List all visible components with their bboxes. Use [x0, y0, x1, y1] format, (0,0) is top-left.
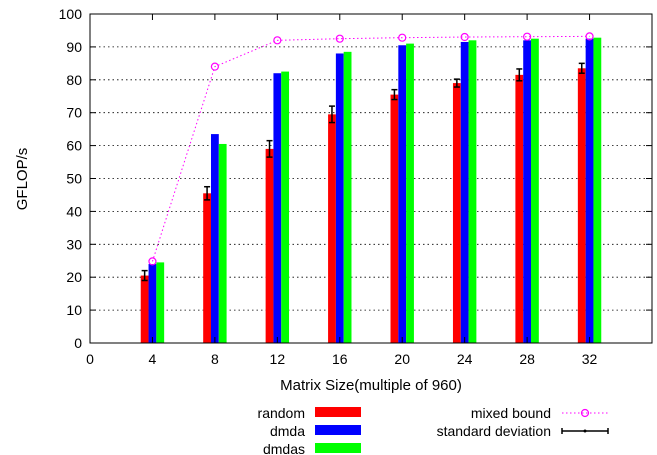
legend-label-random: random: [258, 405, 305, 421]
x-axis-label: Matrix Size(multiple of 960): [280, 377, 462, 394]
xtick-label-12: 12: [270, 351, 286, 367]
ytick-label-30: 30: [66, 236, 82, 252]
legend-swatch-dmda: [315, 425, 361, 435]
xtick-label-32: 32: [582, 351, 598, 367]
grid: [90, 46, 652, 311]
bar-dmda-20: [398, 45, 407, 343]
bar-dmda-28: [523, 40, 532, 343]
bar-random-16: [328, 114, 336, 343]
bar-random-4: [140, 275, 149, 343]
xtick-label-0: 0: [86, 351, 94, 367]
bar-dmdas-20: [406, 43, 414, 344]
ytick-label-0: 0: [74, 335, 82, 351]
bar-dmda-32: [585, 38, 594, 344]
bar-random-8: [203, 193, 211, 343]
bar-dmda-4: [148, 264, 157, 343]
ytick-label-80: 80: [66, 72, 82, 88]
xtick-label-16: 16: [332, 351, 348, 367]
ytick-label-100: 100: [59, 6, 83, 22]
ytick-label-60: 60: [66, 138, 82, 154]
mixed-bound-line: [148, 32, 594, 266]
mixed-bound-point-28: [523, 32, 532, 41]
bar-random-20: [390, 94, 399, 343]
ytick-label-70: 70: [66, 105, 82, 121]
legend-dot-standard-deviation: [583, 429, 587, 433]
mixed-bound-point-24: [460, 32, 469, 42]
bar-random-32: [577, 68, 586, 343]
ytick-label-20: 20: [66, 269, 82, 285]
bar-dmdas-12: [281, 71, 290, 343]
bar-dmdas-16: [343, 51, 352, 344]
bar-dmdas-24: [468, 40, 477, 343]
bar-random-28: [515, 74, 524, 344]
mixed-bound-point-20: [398, 33, 407, 42]
legend-label-dmdas: dmdas: [263, 441, 305, 455]
legend: random dmda dmdas mixed bound standard devia…: [258, 405, 609, 455]
mixed-bound-point-32: [585, 32, 594, 41]
xtick-label-28: 28: [519, 351, 535, 367]
mixed-bound-point-12: [273, 36, 282, 45]
legend-label-standard-deviation: standard deviation: [437, 423, 551, 439]
bar-dmdas-32: [593, 37, 602, 344]
xtick-label-4: 4: [149, 351, 157, 367]
ytick-label-40: 40: [66, 203, 82, 219]
bar-dmdas-8: [218, 143, 227, 343]
bar-dmda-24: [460, 41, 469, 344]
bar-dmda-16: [335, 53, 344, 343]
axis-ticks: 0 10 20 30 40 50 60 70 80 90 100 0 4 8 12 16 20 24 28 32: [59, 6, 652, 367]
y-axis-label: GFLOP/s: [14, 148, 31, 211]
legend-swatch-dmdas: [315, 443, 361, 453]
bar-dmda-8: [210, 134, 219, 343]
bar-random-24: [452, 83, 461, 343]
legend-swatch-random: [315, 407, 361, 417]
ytick-label-50: 50: [66, 171, 82, 187]
xtick-label-20: 20: [394, 351, 410, 367]
mixed-bound-point-16: [335, 34, 344, 43]
legend-label-mixed-bound: mixed bound: [471, 405, 551, 421]
xtick-label-8: 8: [211, 351, 219, 367]
mixed-bound-point-8: [210, 62, 219, 71]
mixed-bound-point-4: [148, 257, 157, 266]
bar-dmdas-28: [531, 38, 539, 344]
ytick-label-90: 90: [66, 39, 82, 55]
legend-label-dmda: dmda: [270, 423, 305, 439]
bar-dmdas-4: [156, 262, 165, 343]
bar-random-12: [265, 148, 274, 343]
ytick-label-10: 10: [66, 302, 82, 318]
xtick-label-24: 24: [457, 351, 473, 367]
error-bars: [141, 62, 585, 282]
bars: [140, 37, 602, 344]
legend-marker-mixed-bound: [580, 408, 590, 418]
bar-dmda-12: [273, 73, 282, 343]
